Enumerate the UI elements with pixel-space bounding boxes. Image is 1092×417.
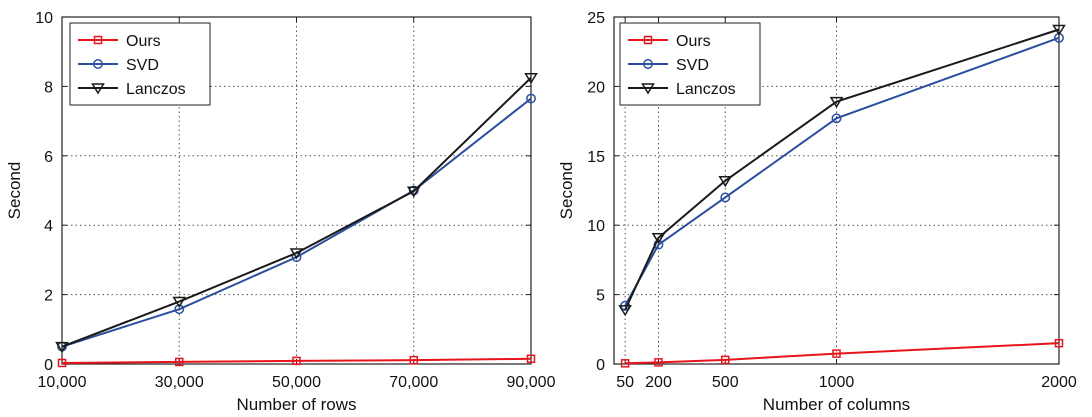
y-tick-label: 10 xyxy=(35,10,53,27)
data-point xyxy=(718,176,733,188)
data-point xyxy=(829,96,844,109)
series-ours xyxy=(57,354,536,368)
series-line xyxy=(61,357,532,364)
data-point xyxy=(832,349,841,358)
series-lanczos xyxy=(55,72,538,354)
y-tick-label: 25 xyxy=(587,10,605,27)
legend-marker xyxy=(643,35,653,45)
y-tick-label: 0 xyxy=(596,357,605,374)
y-tick-label: 2 xyxy=(44,288,53,305)
legend: Ours SVD Lanczos xyxy=(619,22,761,106)
y-tick-label: 15 xyxy=(587,149,605,166)
data-point xyxy=(526,354,536,364)
x-tick-label: 70,000 xyxy=(389,374,438,391)
data-point xyxy=(1054,338,1064,348)
y-axis-label: Second xyxy=(5,162,24,220)
data-point xyxy=(526,93,536,104)
series-line xyxy=(624,36,1060,307)
data-point xyxy=(720,192,731,203)
data-point xyxy=(654,358,663,367)
series-lanczos xyxy=(618,24,1066,317)
y-tick-label: 6 xyxy=(44,149,53,166)
x-tick-label: 50,000 xyxy=(272,374,321,391)
legend-marker xyxy=(91,83,105,95)
series-line xyxy=(61,97,532,348)
series-svd xyxy=(57,93,536,352)
y-tick-label: 8 xyxy=(44,79,53,96)
legend-label: Lanczos xyxy=(126,81,186,98)
data-point xyxy=(172,296,187,308)
data-point xyxy=(651,232,666,245)
data-point xyxy=(406,186,421,198)
series-line xyxy=(625,342,1060,365)
series-line xyxy=(61,77,532,348)
chart-panel-2: 50 200 500 1000 2000 0 5 10 15 20 25 Number of colu… xyxy=(557,10,1077,414)
legend-label: SVD xyxy=(126,57,159,74)
data-point xyxy=(289,248,304,260)
x-tick-label: 30,000 xyxy=(155,374,204,391)
data-point xyxy=(1052,24,1066,36)
legend-marker xyxy=(93,59,103,69)
x-tick-label: 10,000 xyxy=(38,374,87,391)
series-ours xyxy=(620,338,1064,368)
x-tick-label: 2000 xyxy=(1041,374,1077,391)
series-line xyxy=(624,28,1060,311)
data-point xyxy=(409,355,418,365)
data-point xyxy=(55,341,69,354)
y-axis-label: Second xyxy=(557,162,576,220)
data-point xyxy=(620,359,630,368)
x-tick-label: 200 xyxy=(645,374,672,391)
data-point xyxy=(175,357,184,367)
data-point xyxy=(292,356,301,366)
x-axis-label: Number of columns xyxy=(763,395,910,412)
data-point xyxy=(831,113,842,124)
legend-marker xyxy=(641,83,655,95)
y-tick-label: 10 xyxy=(587,218,605,235)
data-point xyxy=(721,355,730,365)
y-tick-label: 4 xyxy=(44,218,53,235)
legend-marker xyxy=(643,59,653,69)
data-point xyxy=(524,72,538,85)
data-point xyxy=(618,305,632,317)
chart-panel-1: 10,000 30,000 50,000 70,000 90,000 0 2 4 6 8 10 Num… xyxy=(5,10,556,414)
legend-label: Lanczos xyxy=(676,81,736,98)
data-point xyxy=(57,358,67,368)
x-tick-label: 50 xyxy=(616,374,634,391)
x-axis-label: Number of rows xyxy=(237,395,357,412)
x-tick-label: 1000 xyxy=(819,374,855,391)
x-tick-label: 500 xyxy=(712,374,739,391)
y-tick-label: 0 xyxy=(44,357,53,374)
legend-label: SVD xyxy=(676,57,709,74)
data-point xyxy=(174,304,185,315)
y-tick-label: 20 xyxy=(587,79,605,96)
y-tick-label: 5 xyxy=(596,288,605,305)
legend-label: Ours xyxy=(676,33,711,50)
x-tick-label: 90,000 xyxy=(507,374,556,391)
legend-label: Ours xyxy=(126,33,161,50)
legend-marker xyxy=(93,35,103,45)
legend: Ours SVD Lanczos xyxy=(69,22,211,106)
